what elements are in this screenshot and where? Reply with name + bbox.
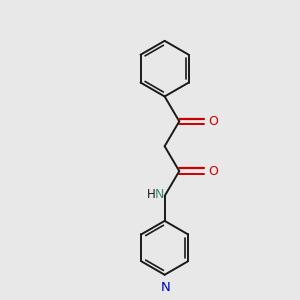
Text: N: N: [161, 281, 171, 294]
Text: O: O: [208, 165, 218, 178]
Text: H: H: [147, 188, 156, 201]
Text: N: N: [155, 188, 164, 201]
Text: O: O: [208, 115, 218, 128]
